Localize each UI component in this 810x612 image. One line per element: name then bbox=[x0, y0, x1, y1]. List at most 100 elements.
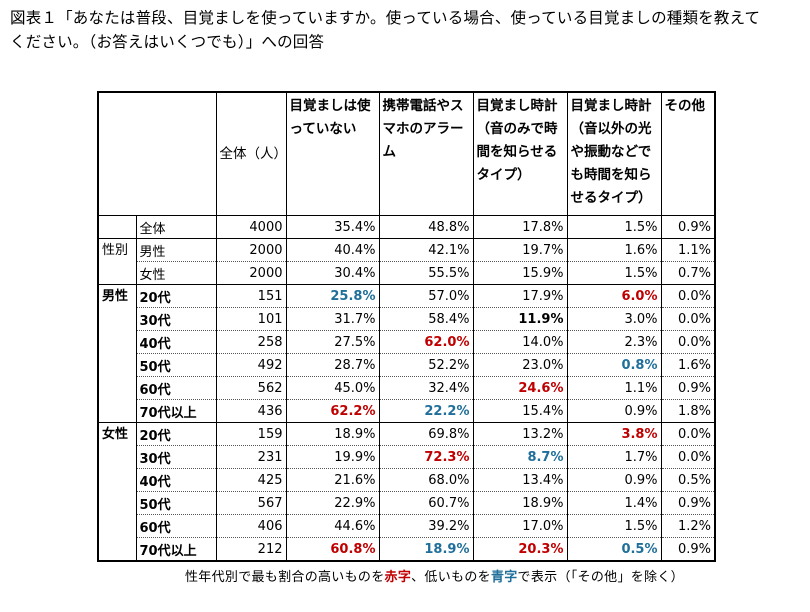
table-row: 全体 4000 35.4% 48.8% 17.8% 1.5% 0.9% bbox=[98, 215, 715, 239]
cell-value: 22.9% bbox=[285, 491, 379, 515]
header-blank-group bbox=[98, 92, 136, 216]
table-row: 女性 2000 30.4% 55.5% 15.9% 1.5% 0.7% bbox=[98, 261, 715, 285]
cell-value: 18.9% bbox=[472, 491, 567, 515]
cell-value: 19.7% bbox=[472, 238, 567, 262]
row-label: 40代 bbox=[136, 468, 216, 492]
header-clock-sound: 目覚まし時計（音のみで時間を知らせるタイプ） bbox=[472, 92, 567, 216]
cell-value: 0.5% bbox=[660, 468, 715, 492]
row-count: 4000 bbox=[215, 215, 286, 239]
table-row: 70代以上 436 62.2% 22.2% 15.4% 0.9% 1.8% bbox=[98, 399, 715, 423]
cell-value: 69.8% bbox=[378, 422, 473, 446]
cell-value: 1.4% bbox=[566, 491, 661, 515]
table-row: 50代 492 28.7% 52.2% 23.0% 0.8% 1.6% bbox=[98, 353, 715, 377]
row-label: 60代 bbox=[136, 514, 216, 538]
cell-value: 1.5% bbox=[566, 215, 661, 239]
header-row: 全体（人） 目覚ましは使っていない 携帯電話やスマホのアラーム 目覚まし時計（音… bbox=[98, 92, 715, 216]
row-label: 70代以上 bbox=[139, 405, 197, 421]
row-count: 159 bbox=[215, 422, 286, 446]
cell-value: 6.0% bbox=[566, 284, 661, 308]
cell-value: 11.9% bbox=[472, 307, 567, 331]
cell-value: 19.9% bbox=[285, 445, 379, 469]
cell-value: 28.7% bbox=[285, 353, 379, 377]
cell-value: 0.0% bbox=[660, 330, 715, 354]
cell-value: 30.4% bbox=[285, 261, 379, 285]
table-row: 男性 20代 151 25.8% 57.0% 17.9% 6.0% 0.0% bbox=[98, 284, 715, 423]
note-blue-word: 青字 bbox=[490, 570, 518, 585]
cell-value: 0.9% bbox=[660, 215, 715, 239]
cell-value: 18.9% bbox=[285, 422, 379, 446]
group-label: 性別 bbox=[98, 238, 137, 285]
cell-value: 68.0% bbox=[378, 468, 473, 492]
cell-value: 55.5% bbox=[378, 261, 473, 285]
row-count: 2000 bbox=[215, 261, 286, 285]
cell-value: 48.8% bbox=[378, 215, 473, 239]
row-count: 151 bbox=[215, 284, 286, 308]
cell-value: 44.6% bbox=[285, 514, 379, 538]
table-row: 50代 567 22.9% 60.7% 18.9% 1.4% 0.9% bbox=[98, 491, 715, 515]
row-label: 50代 bbox=[136, 353, 216, 377]
row-label: 70代以上 bbox=[139, 543, 197, 559]
cell-value: 13.4% bbox=[472, 468, 567, 492]
cell-value: 60.8% bbox=[285, 537, 379, 561]
cell-value: 24.6% bbox=[472, 376, 567, 400]
cell-value: 1.7% bbox=[566, 445, 661, 469]
group-label: 女性 bbox=[98, 422, 137, 561]
group-label: 男性 bbox=[98, 284, 137, 423]
cell-value: 58.4% bbox=[378, 307, 473, 331]
table-row: 30代 231 19.9% 72.3% 8.7% 1.7% 0.0% bbox=[98, 445, 715, 469]
footnote: 性年代別で最も割合の高いものを赤字、低いものを青字で表示（「その他」を除く） bbox=[185, 566, 684, 585]
cell-value: 17.0% bbox=[472, 514, 567, 538]
cell-value: 40.4% bbox=[285, 238, 379, 262]
table-row: 60代 406 44.6% 39.2% 17.0% 1.5% 1.2% bbox=[98, 514, 715, 538]
row-count: 231 bbox=[215, 445, 286, 469]
row-label: 60代 bbox=[136, 376, 216, 400]
cell-value: 0.9% bbox=[660, 491, 715, 515]
table-body: 全体 4000 35.4% 48.8% 17.8% 1.5% 0.9% 性別 男性 2000 40.… bbox=[98, 215, 715, 561]
row-label: 30代 bbox=[136, 445, 216, 469]
row-count: 101 bbox=[215, 307, 286, 331]
cell-value: 8.7% bbox=[472, 445, 567, 469]
row-label: 20代 bbox=[136, 284, 216, 308]
cell-value: 20.3% bbox=[472, 537, 567, 561]
cell-value: 42.1% bbox=[378, 238, 473, 262]
group-label bbox=[98, 215, 137, 239]
row-count: 406 bbox=[215, 514, 286, 538]
table-row: 30代 101 31.7% 58.4% 11.9% 3.0% 0.0% bbox=[98, 307, 715, 331]
cell-value: 17.8% bbox=[472, 215, 567, 239]
cell-value: 0.9% bbox=[660, 537, 715, 561]
cell-value: 62.2% bbox=[285, 399, 379, 423]
title-line-1: 図表１「あなたは普段、目覚ましを使っていますか。使っている場合、使っている目覚ま… bbox=[10, 9, 761, 27]
cell-value: 1.5% bbox=[566, 261, 661, 285]
row-label: 女性 bbox=[139, 267, 166, 283]
cell-value: 0.5% bbox=[566, 537, 661, 561]
row-count: 2000 bbox=[215, 238, 286, 262]
note-part1: 性年代別で最も割合の高いものを bbox=[185, 570, 385, 585]
cell-value: 32.4% bbox=[378, 376, 473, 400]
header-phone-alarm: 携帯電話やスマホのアラーム bbox=[378, 92, 473, 216]
header-clock-other: 目覚まし時計（音以外の光や振動などでも時間を知らせるタイプ） bbox=[566, 92, 661, 216]
cell-value: 0.9% bbox=[660, 376, 715, 400]
row-count: 562 bbox=[215, 376, 286, 400]
header-blank-label bbox=[136, 92, 216, 216]
cell-value: 15.9% bbox=[472, 261, 567, 285]
cell-value: 25.8% bbox=[285, 284, 379, 308]
cell-value: 0.8% bbox=[566, 353, 661, 377]
cell-value: 1.2% bbox=[660, 514, 715, 538]
table-row: 40代 258 27.5% 62.0% 14.0% 2.3% 0.0% bbox=[98, 330, 715, 354]
cell-value: 21.6% bbox=[285, 468, 379, 492]
row-count: 436 bbox=[215, 399, 286, 423]
cell-value: 1.1% bbox=[566, 376, 661, 400]
cell-value: 35.4% bbox=[285, 215, 379, 239]
title-line-2: ください。（お答えはいくつでも）」への回答 bbox=[10, 33, 325, 51]
cell-value: 72.3% bbox=[378, 445, 473, 469]
header-total: 全体（人） bbox=[215, 92, 287, 216]
header-other: その他 bbox=[660, 92, 715, 216]
table-row: 40代 425 21.6% 68.0% 13.4% 0.9% 0.5% bbox=[98, 468, 715, 492]
cell-value: 0.7% bbox=[660, 261, 715, 285]
note-part3: で表示（「その他」を除く） bbox=[517, 570, 684, 585]
cell-value: 13.2% bbox=[472, 422, 567, 446]
cell-value: 1.6% bbox=[566, 238, 661, 262]
note-part2: 、低いものを bbox=[411, 570, 491, 585]
cell-value: 0.9% bbox=[566, 399, 661, 423]
cell-value: 0.0% bbox=[660, 445, 715, 469]
